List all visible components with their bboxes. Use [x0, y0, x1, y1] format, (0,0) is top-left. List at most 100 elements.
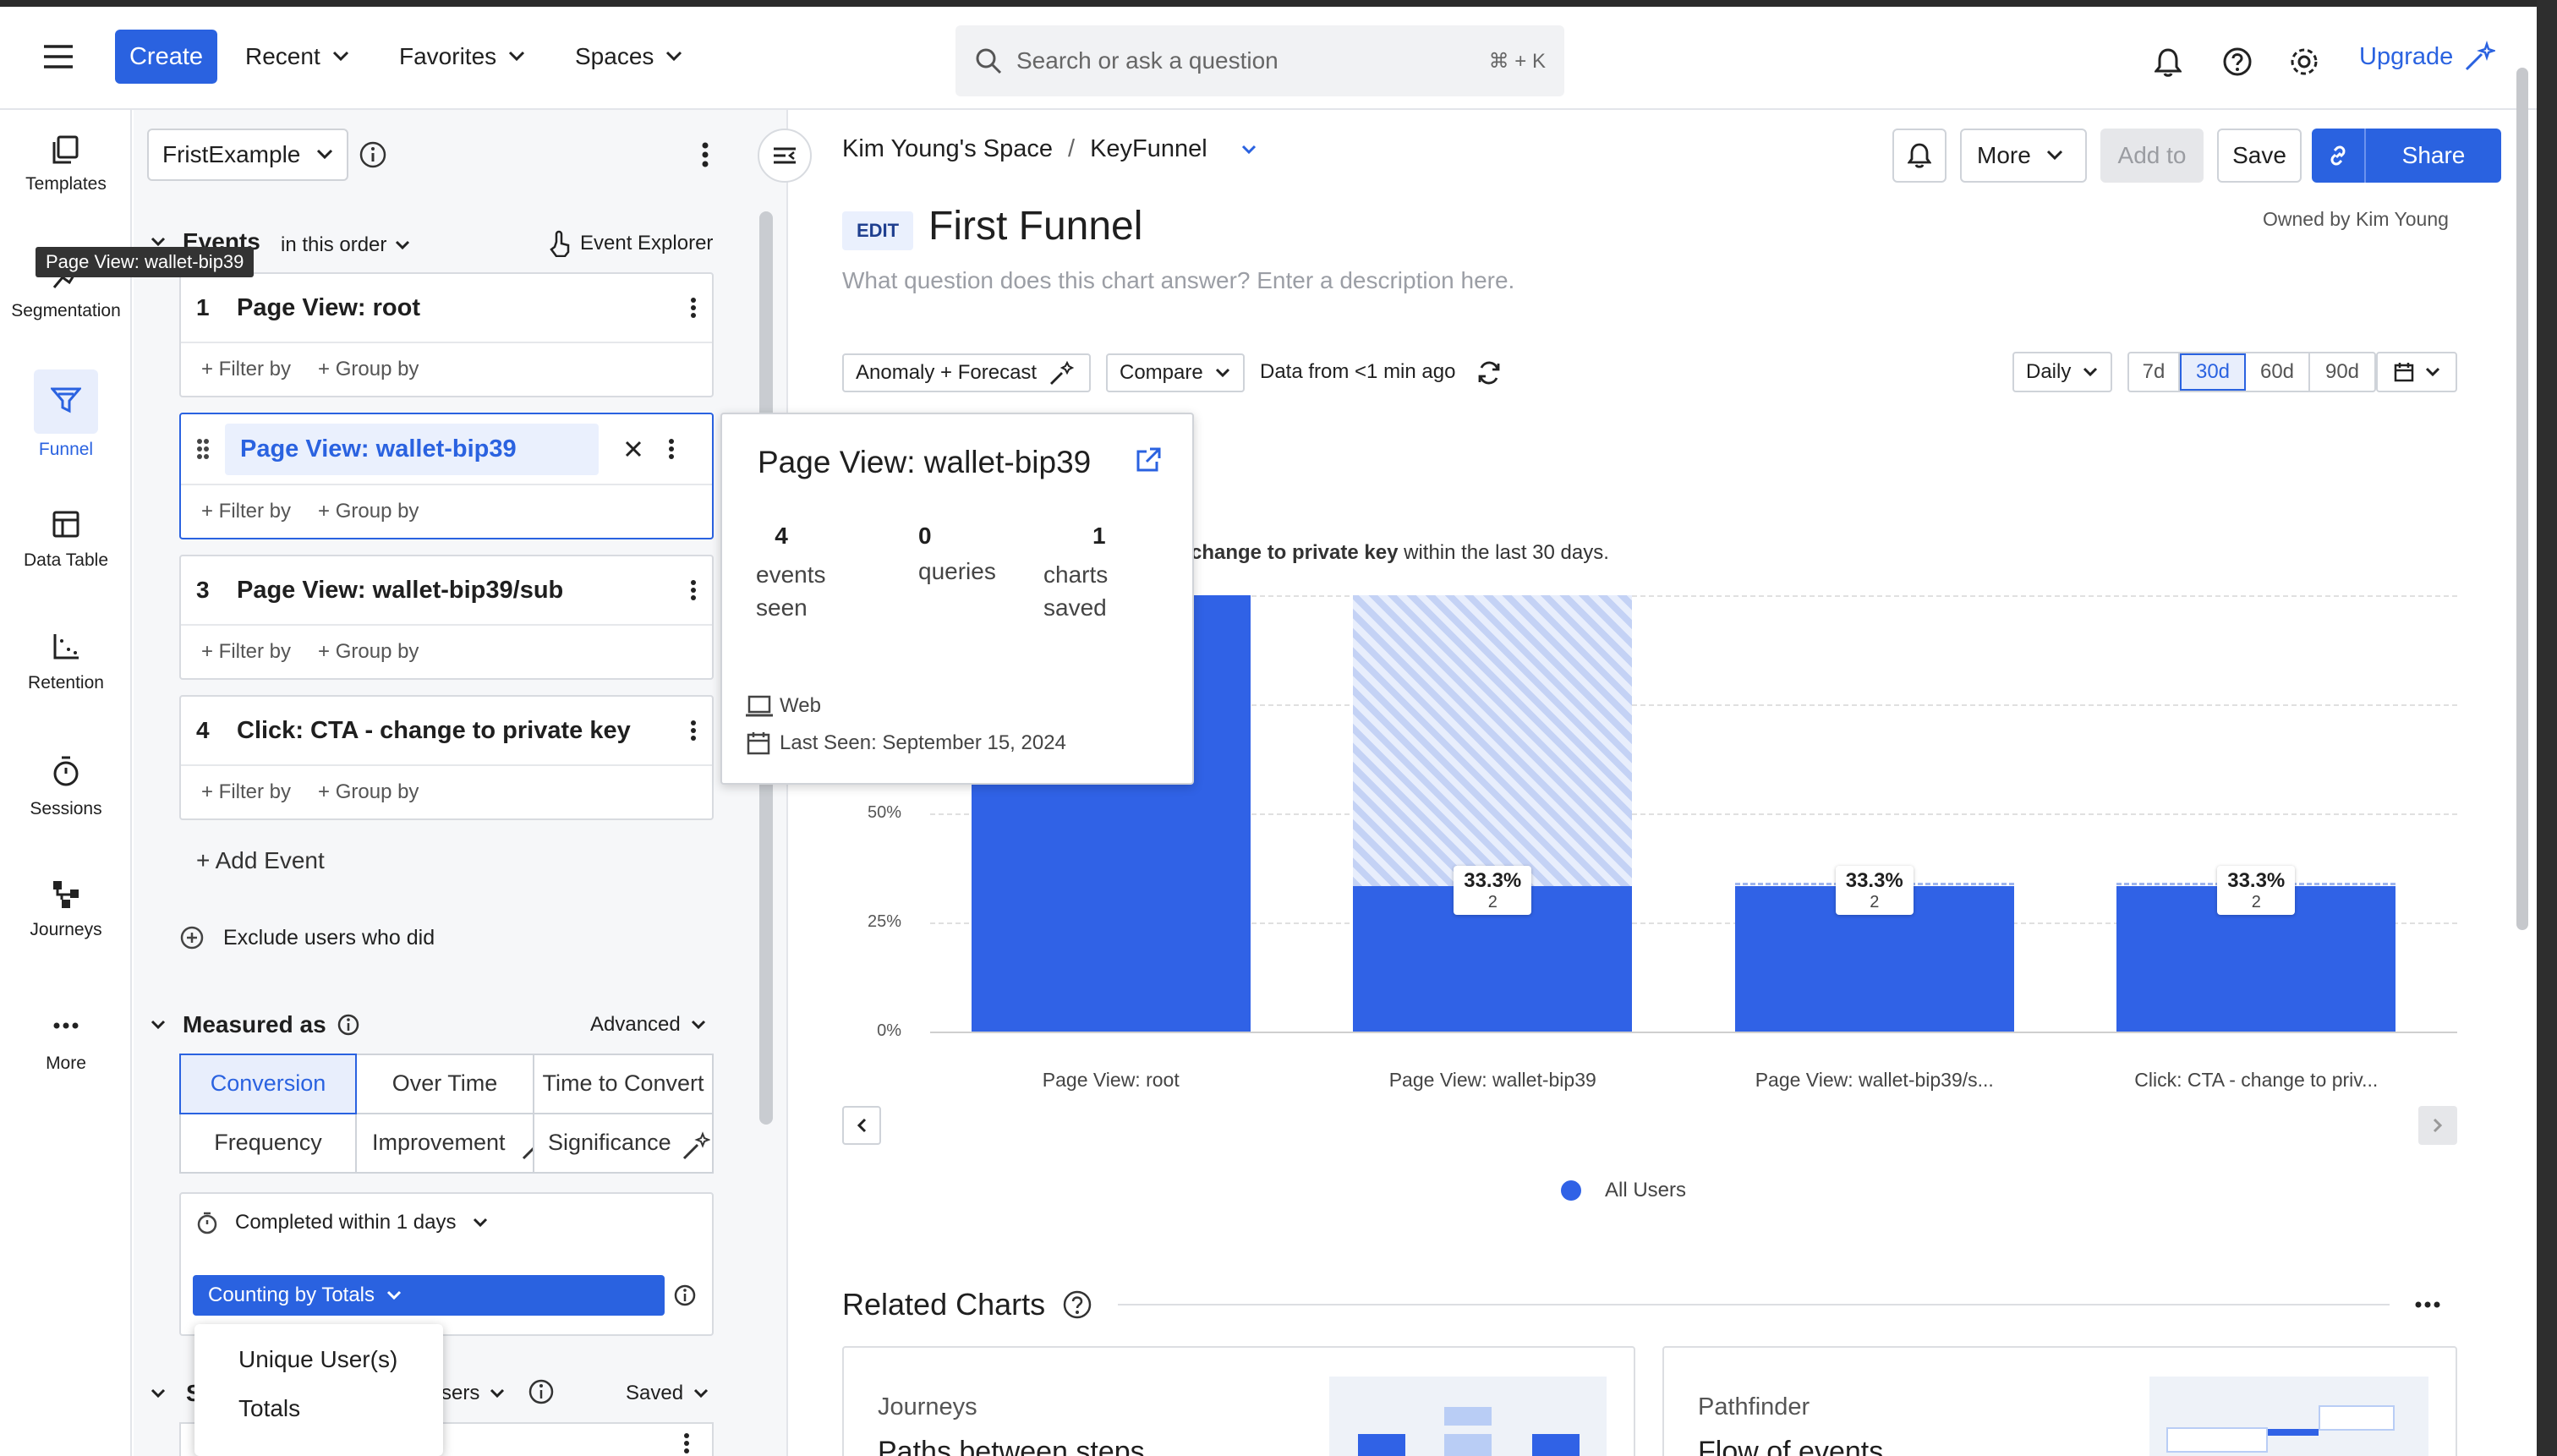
- info-icon[interactable]: [673, 1284, 697, 1307]
- info-icon[interactable]: [528, 1378, 555, 1405]
- custom-date-button[interactable]: [2376, 352, 2457, 392]
- range-60d[interactable]: 60d: [2246, 353, 2310, 391]
- bell-icon[interactable]: [2155, 47, 2182, 78]
- filter-by-button[interactable]: + Filter by: [201, 358, 292, 380]
- saved-segments-selector[interactable]: Saved: [626, 1382, 709, 1405]
- kebab-menu-icon[interactable]: [690, 297, 697, 319]
- filter-by-button[interactable]: + Filter by: [201, 500, 292, 523]
- info-icon[interactable]: [337, 1013, 360, 1037]
- event-explorer-button[interactable]: Event Explorer: [548, 230, 713, 257]
- saved-label: Saved: [626, 1382, 684, 1404]
- main-scrollbar[interactable]: [2516, 68, 2528, 930]
- advanced-selector[interactable]: Advanced: [590, 1013, 706, 1037]
- help-icon[interactable]: [2222, 47, 2253, 77]
- spaces-menu[interactable]: Spaces: [575, 36, 682, 78]
- data-label-percent: 33.3%: [1845, 869, 1903, 893]
- event-step-number: 3: [196, 577, 210, 603]
- interval-selector[interactable]: Daily: [2012, 352, 2112, 392]
- search-box[interactable]: Search or ask a question ⌘ + K: [955, 25, 1564, 96]
- measure-improvement-tab[interactable]: Improvement: [355, 1113, 550, 1174]
- range-30d[interactable]: 30d: [2180, 353, 2246, 391]
- chart-prev-button[interactable]: [842, 1106, 881, 1145]
- measure-time-to-convert-tab[interactable]: Time to Convert: [533, 1054, 714, 1114]
- description-input[interactable]: What question does this chart answer? En…: [842, 267, 1515, 293]
- close-icon[interactable]: [624, 440, 643, 458]
- info-icon[interactable]: [359, 140, 387, 169]
- counting-selector[interactable]: Counting by Totals: [193, 1275, 665, 1316]
- kebab-menu-icon[interactable]: [690, 579, 697, 601]
- measured-section-header[interactable]: Measured as: [151, 1011, 360, 1038]
- measure-conversion-tab[interactable]: Conversion: [179, 1054, 357, 1114]
- create-button[interactable]: Create: [115, 30, 217, 84]
- hamburger-menu-icon[interactable]: [42, 44, 74, 69]
- measure-over-time-tab[interactable]: Over Time: [355, 1054, 534, 1114]
- event-name[interactable]: Page View: wallet-bip39/sub: [237, 576, 564, 604]
- data-age-label: Data from <1 min ago: [1260, 360, 1456, 383]
- help-icon[interactable]: [1062, 1289, 1092, 1320]
- group-by-button[interactable]: + Group by: [318, 358, 419, 380]
- subscribe-alert-button[interactable]: [1892, 129, 1946, 183]
- kebab-menu-icon[interactable]: [702, 142, 709, 167]
- event-name[interactable]: Click: CTA - change to private key: [237, 716, 631, 744]
- kebab-menu-icon[interactable]: [668, 438, 675, 460]
- group-by-button[interactable]: + Group by: [318, 780, 419, 803]
- group-by-button[interactable]: + Group by: [318, 500, 419, 523]
- event-name[interactable]: Page View: root: [237, 293, 421, 321]
- chart-next-button[interactable]: [2418, 1106, 2457, 1145]
- breadcrumb-space[interactable]: Kim Young's Space: [842, 135, 1053, 162]
- more-dots-icon[interactable]: [2415, 1301, 2440, 1308]
- rail-item-journeys[interactable]: Journeys: [0, 879, 132, 940]
- measure-frequency-tab[interactable]: Frequency: [179, 1113, 357, 1174]
- kebab-menu-icon[interactable]: [683, 1432, 690, 1454]
- recent-menu[interactable]: Recent: [245, 36, 349, 78]
- rail-item-data-table[interactable]: Data Table: [0, 510, 132, 571]
- recent-label: Recent: [245, 43, 320, 69]
- range-90d[interactable]: 90d: [2324, 360, 2360, 383]
- favorites-menu[interactable]: Favorites: [399, 36, 525, 78]
- filter-by-button[interactable]: + Filter by: [201, 640, 292, 663]
- completed-within-selector[interactable]: Completed within 1 days: [196, 1211, 488, 1234]
- related-card-pathfinder[interactable]: Pathfinder Flow of events: [1662, 1346, 2457, 1456]
- event-name-input[interactable]: Page View: wallet-bip39: [225, 423, 599, 475]
- chevron-down-icon[interactable]: [1241, 145, 1257, 155]
- group-by-button[interactable]: + Group by: [318, 640, 419, 663]
- upgrade-link[interactable]: Upgrade: [2359, 41, 2496, 73]
- gear-icon[interactable]: [2288, 46, 2320, 78]
- rail-item-more[interactable]: More: [0, 1021, 132, 1074]
- related-card-type: Pathfinder: [1698, 1393, 1810, 1420]
- more-button[interactable]: More: [1960, 129, 2087, 183]
- breadcrumb-item[interactable]: KeyFunnel: [1090, 135, 1207, 162]
- compare-button[interactable]: Compare: [1106, 353, 1245, 392]
- project-selector[interactable]: FristExample: [147, 129, 348, 181]
- filter-by-button[interactable]: + Filter by: [201, 780, 292, 803]
- rail-item-retention[interactable]: Retention: [0, 632, 132, 693]
- collapse-panel-button[interactable]: [758, 129, 812, 183]
- external-link-icon[interactable]: [1135, 446, 1162, 473]
- range-7d[interactable]: 7d: [2129, 353, 2180, 391]
- edit-badge[interactable]: EDIT: [842, 211, 913, 250]
- rail-item-funnel[interactable]: Funnel: [0, 386, 132, 460]
- dropoff-bar[interactable]: [1353, 595, 1633, 887]
- segment-users-selector[interactable]: sers: [441, 1382, 505, 1405]
- rail-item-sessions[interactable]: Sessions: [0, 755, 132, 819]
- option-unique-users[interactable]: Unique User(s): [238, 1346, 398, 1372]
- chart-title[interactable]: First Funnel: [928, 204, 1143, 249]
- sparkle-wand-icon: [1049, 360, 1075, 386]
- drag-handle-icon[interactable]: [196, 438, 210, 460]
- refresh-icon[interactable]: [1476, 360, 1502, 386]
- related-card-journeys[interactable]: Journeys Paths between steps: [842, 1346, 1635, 1456]
- order-selector[interactable]: in this order: [281, 233, 410, 257]
- measure-significance-tab[interactable]: Significance: [533, 1113, 714, 1174]
- link-icon[interactable]: [2312, 129, 2366, 183]
- rail-item-templates[interactable]: Templates: [0, 135, 132, 194]
- add-to-button[interactable]: Add to: [2100, 129, 2204, 183]
- exclude-users-button[interactable]: Exclude users who did: [179, 925, 435, 950]
- option-totals[interactable]: Totals: [238, 1395, 301, 1421]
- anomaly-forecast-button[interactable]: Anomaly + Forecast: [842, 353, 1091, 392]
- kebab-menu-icon[interactable]: [690, 720, 697, 742]
- add-event-button[interactable]: + Add Event: [196, 847, 325, 873]
- save-button[interactable]: Save: [2217, 129, 2302, 183]
- share-button[interactable]: Share: [2401, 142, 2466, 168]
- popover-last-seen: Last Seen: September 15, 2024: [746, 731, 1066, 756]
- search-input[interactable]: Search or ask a question: [1016, 47, 1278, 74]
